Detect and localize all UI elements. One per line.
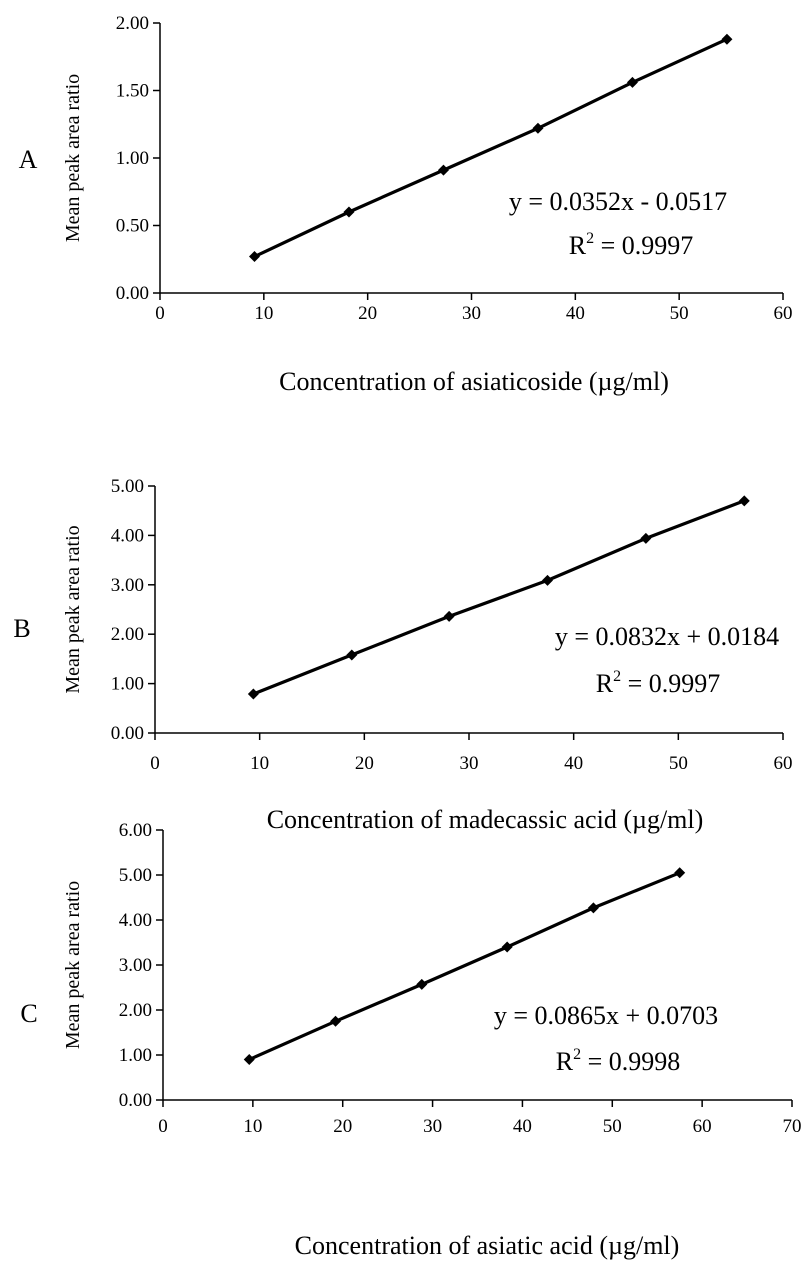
y-tick-label: 1.00 <box>111 674 144 695</box>
y-tick-label: 0.00 <box>119 1090 152 1111</box>
data-point <box>416 978 428 990</box>
x-tick-label: 30 <box>423 1116 442 1137</box>
data-point <box>626 76 638 88</box>
x-tick-label: 0 <box>155 303 165 324</box>
r-squared: R2 = 0.9997 <box>569 230 694 260</box>
x-tick-label: 0 <box>150 753 160 774</box>
y-tick-label: 4.00 <box>111 525 144 546</box>
panel-letter: C <box>20 999 37 1028</box>
y-tick-label: 1.50 <box>116 81 149 102</box>
y-tick-label: 0.00 <box>111 723 144 744</box>
y-tick-label: 5.00 <box>111 476 144 497</box>
data-point <box>721 33 733 45</box>
data-point <box>674 867 686 879</box>
data-point <box>542 574 553 586</box>
y-axis-title: Mean peak area ratio <box>62 881 84 1049</box>
x-axis-title: Concentration of madecassic acid (µg/ml) <box>267 805 704 834</box>
y-tick-label: 1.00 <box>116 148 149 169</box>
x-tick-label: 20 <box>355 753 374 774</box>
x-tick-label: 50 <box>670 303 689 324</box>
x-tick-label: 60 <box>774 753 793 774</box>
data-point <box>640 532 652 544</box>
data-point <box>346 649 358 661</box>
data-point <box>437 164 449 176</box>
y-axis-title: Mean peak area ratio <box>62 525 84 693</box>
chart-panel-b: 0.00 1.00 2.00 3.00 4.00 5.00 0 10 20 30 40 50 60 Mea… <box>13 476 792 834</box>
x-tick-label: 40 <box>564 753 583 774</box>
x-tick-label: 50 <box>669 753 688 774</box>
data-point <box>247 688 259 700</box>
y-tick-label: 3.00 <box>111 575 144 596</box>
regression-equation: y = 0.0352x - 0.0517 <box>509 187 727 216</box>
x-tick-label: 60 <box>774 303 793 324</box>
series-line <box>248 871 681 1061</box>
panel-letter: A <box>19 145 38 174</box>
y-tick-label: 0.00 <box>116 283 149 304</box>
y-tick-label: 4.00 <box>119 910 152 931</box>
r-squared: R2 = 0.9998 <box>556 1046 681 1076</box>
x-axis-title: Concentration of asiaticoside (µg/ml) <box>279 367 669 396</box>
x-tick-label: 20 <box>358 303 377 324</box>
data-point <box>738 495 750 507</box>
series-line <box>252 499 745 696</box>
x-tick-label: 0 <box>158 1116 168 1137</box>
x-tick-label: 10 <box>254 303 273 324</box>
data-point <box>501 941 513 953</box>
x-tick-label: 50 <box>603 1116 622 1137</box>
y-tick-label: 1.00 <box>119 1045 152 1066</box>
y-tick-label: 6.00 <box>119 820 152 841</box>
data-point <box>532 122 544 134</box>
x-tick-label: 70 <box>783 1116 802 1137</box>
chart-panel-a: 0.00 0.50 1.00 1.50 2.00 0 10 20 30 40 50 60 Mean pe… <box>19 13 793 396</box>
data-point <box>243 1054 255 1065</box>
regression-equation: y = 0.0865x + 0.0703 <box>494 1001 718 1030</box>
x-tick-label: 30 <box>462 303 481 324</box>
regression-equation: y = 0.0832x + 0.0184 <box>555 622 779 651</box>
x-tick-label: 20 <box>333 1116 352 1137</box>
x-tick-label: 30 <box>460 753 479 774</box>
y-tick-label: 3.00 <box>119 955 152 976</box>
y-tick-label: 2.00 <box>111 624 144 645</box>
y-tick-label: 2.00 <box>116 13 149 34</box>
chart-panel-c: 0.00 1.00 2.00 3.00 4.00 5.00 6.00 0 10 20 30 40 50 6… <box>20 820 801 1260</box>
data-point <box>587 902 599 914</box>
data-point <box>443 610 455 622</box>
panel-letter: B <box>13 614 30 643</box>
x-tick-label: 10 <box>250 753 269 774</box>
series-line <box>253 37 728 259</box>
data-point <box>330 1015 342 1027</box>
x-tick-label: 60 <box>693 1116 712 1137</box>
x-tick-label: 10 <box>243 1116 262 1137</box>
x-tick-label: 40 <box>513 1116 532 1137</box>
data-point <box>343 206 355 218</box>
y-tick-label: 0.50 <box>116 216 149 237</box>
y-tick-label: 2.00 <box>119 1000 152 1021</box>
x-axis-title: Concentration of asiatic acid (µg/ml) <box>295 1231 680 1260</box>
y-axis-title: Mean peak area ratio <box>62 74 84 242</box>
y-tick-label: 5.00 <box>119 865 152 886</box>
r-squared: R2 = 0.9997 <box>596 668 721 698</box>
data-point <box>248 251 260 263</box>
x-tick-label: 40 <box>566 303 585 324</box>
